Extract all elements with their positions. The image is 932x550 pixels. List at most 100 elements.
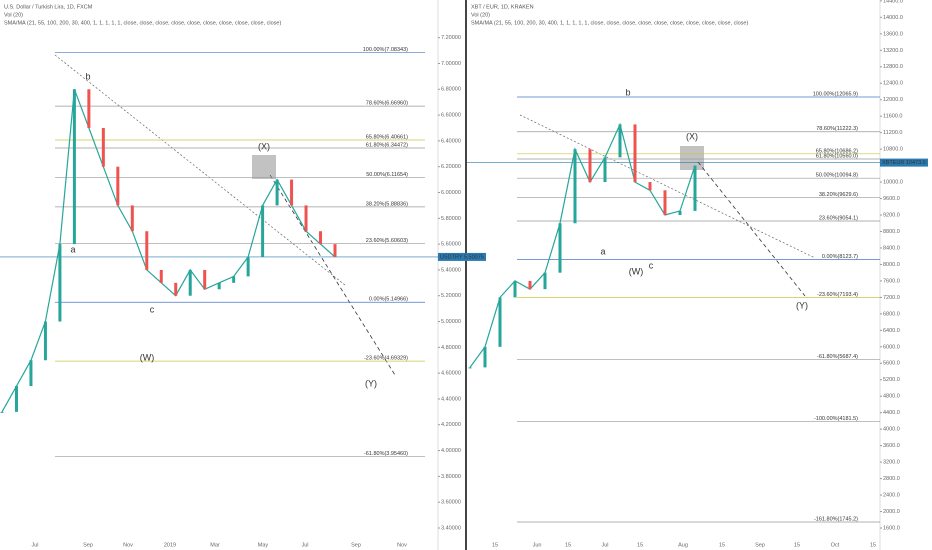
wave-label: (X) — [686, 131, 698, 141]
y-tick-label: 2400.0 — [883, 493, 900, 499]
x-tick-label: Sep — [351, 542, 361, 548]
y-tick-label: 6.60000 — [441, 113, 461, 119]
fib-label: 38.20%(9629.6) — [819, 192, 858, 198]
y-tick-label: 7600.0 — [883, 278, 900, 284]
y-tick-label: 10000.0 — [883, 180, 903, 186]
y-tick-label: 7.00000 — [441, 61, 461, 67]
y-tick-label: 5.60000 — [441, 242, 461, 248]
wave-label: (Y) — [365, 378, 377, 388]
candle — [116, 166, 120, 206]
y-tick-label: 4400.0 — [883, 410, 900, 416]
price-line — [469, 122, 696, 368]
y-tick-label: 12800.0 — [883, 64, 903, 70]
candle — [29, 360, 33, 387]
x-tick-label: May — [258, 542, 269, 548]
chart-title: U.S. Dollar / Turkish Lira, 1D, FXCM — [4, 4, 93, 10]
candle — [58, 244, 62, 322]
y-tick-label: 2000.0 — [883, 509, 900, 515]
fib-label: -23.60%(7193.4) — [817, 292, 858, 298]
x-tick-label: Aug — [678, 542, 688, 548]
candle — [319, 231, 323, 245]
fib-label: 38.20%(5.88836) — [366, 201, 408, 207]
last-price-tag — [438, 252, 486, 261]
candle — [633, 124, 637, 183]
ma-label: SMA/MA (21, 55, 100, 200, 30, 400, 1, 1,… — [471, 20, 748, 26]
fib-label: 23.60%(5.60603) — [366, 238, 408, 244]
wave-label: b — [625, 87, 630, 97]
chart-title: XBT / EUR, 1D, KRAKEN — [471, 4, 534, 10]
candle — [14, 386, 18, 412]
y-tick-label: 11600.0 — [883, 114, 902, 120]
candle — [663, 190, 667, 216]
y-tick-label: 6.00000 — [441, 190, 461, 196]
y-tick-label: 8000.0 — [883, 262, 900, 268]
candle — [145, 231, 149, 270]
y-tick-label: 7200.0 — [883, 295, 900, 301]
y-tick-label: 5.40000 — [441, 267, 461, 273]
x-tick-label: 2019 — [164, 542, 176, 548]
y-tick-label: 4.60000 — [441, 371, 461, 377]
y-tick-label: 1600.0 — [883, 525, 900, 531]
candle — [513, 280, 517, 298]
candle — [101, 127, 105, 167]
fib-label: -23.60%(4.69329) — [364, 356, 408, 362]
wave-label: a — [600, 246, 605, 256]
y-tick-label: 12000.0 — [883, 97, 903, 103]
fib-label: 0.00%(5.14966) — [369, 297, 408, 303]
y-tick-label: 3.60000 — [441, 500, 461, 506]
last-price-tag — [880, 158, 928, 167]
fib-label: 0.00%(8123.7) — [822, 254, 858, 260]
target-box — [680, 146, 704, 170]
candle — [603, 157, 607, 183]
x-tick-label: Sep — [83, 542, 93, 548]
y-tick-label: 8800.0 — [883, 229, 900, 235]
y-tick-label: 14000.0 — [883, 15, 903, 21]
candle — [468, 367, 472, 369]
x-tick-label: Jul — [31, 542, 38, 548]
y-tick-label: 4.20000 — [441, 422, 461, 428]
y-tick-label: 13600.0 — [883, 31, 903, 37]
y-tick-label: 7.20000 — [441, 35, 461, 41]
y-tick-label: 6400.0 — [883, 328, 900, 334]
candle — [304, 205, 308, 232]
x-tick-label: 15 — [870, 542, 876, 548]
candle — [43, 321, 47, 361]
candle — [188, 269, 192, 296]
x-tick-label: 15 — [637, 542, 643, 548]
x-tick-label: Jun — [533, 542, 542, 548]
fib-label: 23.60%(9054.1) — [819, 215, 858, 221]
y-tick-label: 3.40000 — [441, 525, 461, 531]
y-tick-label: 11200.0 — [883, 130, 902, 136]
fib-label: 65.80%(6.40661) — [366, 134, 408, 140]
y-tick-label: 13200.0 — [883, 48, 903, 54]
candle — [573, 149, 577, 224]
x-tick-label: Oct — [831, 542, 840, 548]
y-tick-label: 6800.0 — [883, 311, 900, 317]
candle — [498, 297, 502, 347]
y-tick-label: 3200.0 — [883, 460, 900, 466]
wave-label: (W) — [629, 266, 644, 276]
last-price-label: USDTRY 5.50075 — [440, 254, 484, 260]
last-price-label: XBTEUR 10473.0 — [882, 160, 926, 166]
candle — [174, 282, 178, 296]
y-tick-label: 14400.0 — [883, 0, 903, 4]
fib-label: 78.60%(11222.3) — [816, 126, 858, 132]
candle — [678, 210, 682, 216]
wave-label: b — [85, 71, 90, 81]
volume-label: Vol (20) — [4, 12, 23, 18]
candle — [543, 272, 547, 290]
wave-label: a — [70, 244, 75, 254]
candle — [648, 182, 652, 191]
wave-label: c — [649, 260, 654, 270]
candle — [72, 89, 76, 245]
candle — [261, 205, 265, 258]
fib-label: 78.60%(6.66960) — [366, 101, 408, 107]
fib-label: -61.80%(3.95460) — [364, 451, 408, 457]
candle — [0, 411, 4, 413]
x-tick-label: 15 — [565, 542, 571, 548]
candle — [232, 276, 236, 283]
volume-label: Vol (20) — [471, 12, 490, 18]
x-tick-label: 15 — [492, 542, 498, 548]
projection-arrow — [269, 174, 396, 376]
